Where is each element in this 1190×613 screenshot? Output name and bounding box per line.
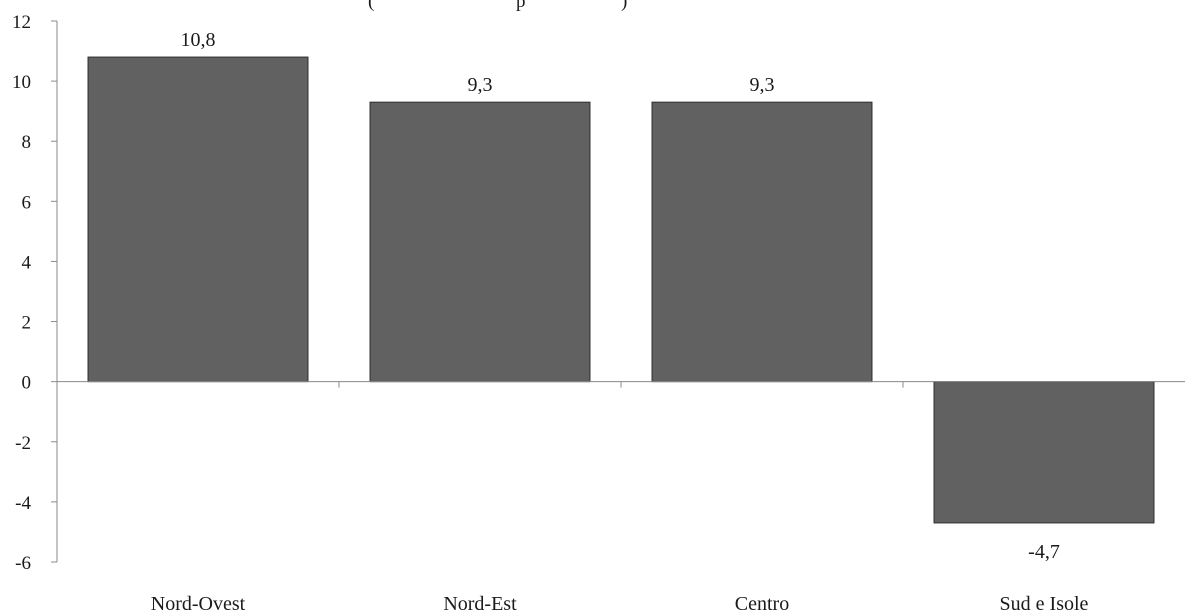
category-label: Centro (735, 593, 789, 613)
data-label: 10,8 (181, 29, 216, 51)
chart-title-fragment-open: ( (368, 0, 374, 12)
data-label: -4,7 (1028, 541, 1060, 563)
bar-sud-e-isole (933, 381, 1155, 524)
y-tick-label: 0 (22, 373, 32, 394)
category-labels: Nord-Ovest Nord-Est Centro Sud e Isole (151, 593, 1089, 613)
category-label: Nord-Est (443, 593, 517, 613)
chart-title-fragment-close: ) (621, 0, 627, 12)
data-labels: 10,8 9,3 9,3 -4,7 (181, 29, 1060, 563)
bar-centro (651, 101, 873, 383)
y-tick-label: -2 (15, 433, 31, 454)
y-tick-label: 8 (22, 132, 32, 153)
y-tick-label: 10 (12, 72, 31, 93)
y-tick-label: -4 (15, 493, 31, 514)
chart-title-fragment-middle: p (516, 0, 526, 12)
category-label: Nord-Ovest (151, 593, 246, 613)
y-tick-label: 6 (22, 192, 32, 213)
y-axis: 12 10 8 6 4 2 0 -2 -4 -6 (12, 12, 58, 574)
category-label: Sud e Isole (1000, 593, 1089, 613)
y-tick-label: 4 (22, 252, 32, 273)
y-tick-label: 2 (22, 313, 32, 334)
y-tick-label: -6 (15, 553, 31, 574)
bar-nord-ovest (87, 56, 309, 383)
x-axis (57, 381, 1185, 388)
data-label: 9,3 (750, 74, 775, 96)
bar-nord-est (369, 101, 591, 383)
bars (87, 56, 1155, 524)
y-tick-label: 12 (12, 12, 31, 33)
data-label: 9,3 (468, 74, 493, 96)
